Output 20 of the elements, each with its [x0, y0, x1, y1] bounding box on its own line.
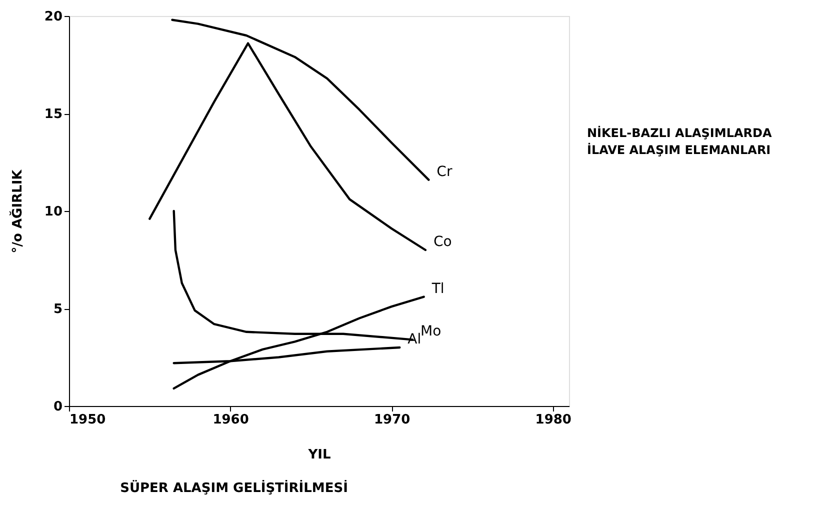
text: İLAVE ALAŞIM ELEMANLARI: [587, 143, 771, 157]
text: SÜPER ALAŞIM GELİŞTİRİLMESİ: [120, 479, 348, 496]
x-tick-label: 1950: [70, 412, 106, 428]
y-tick-label: 20: [44, 10, 62, 24]
x-tick-label: 1960: [212, 412, 249, 428]
y-axis-title: °/o AĞIRLIK: [8, 168, 26, 254]
x-tick-label: 1980: [535, 412, 572, 428]
x-tick-label: 1970: [374, 412, 410, 428]
y-tick-label: 5: [53, 302, 62, 317]
series-label: Co: [433, 234, 452, 250]
series-label: Cr: [436, 164, 452, 180]
line-series: [171, 18, 430, 181]
series-label: Tl: [430, 280, 444, 297]
line-series: [148, 42, 427, 252]
y-tick-label: 15: [44, 107, 62, 122]
y-tick-label: 10: [44, 204, 62, 220]
x-axis-title: YIL: [307, 448, 331, 462]
series-label: Mo: [420, 324, 442, 340]
y-tick-label: 0: [53, 400, 62, 414]
text: NİKEL-BAZLI ALAŞIMLARDA: [587, 126, 772, 140]
